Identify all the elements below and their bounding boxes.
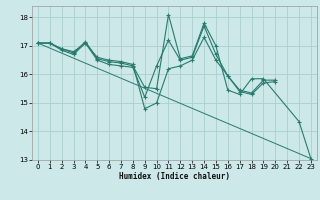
X-axis label: Humidex (Indice chaleur): Humidex (Indice chaleur) [119, 172, 230, 181]
